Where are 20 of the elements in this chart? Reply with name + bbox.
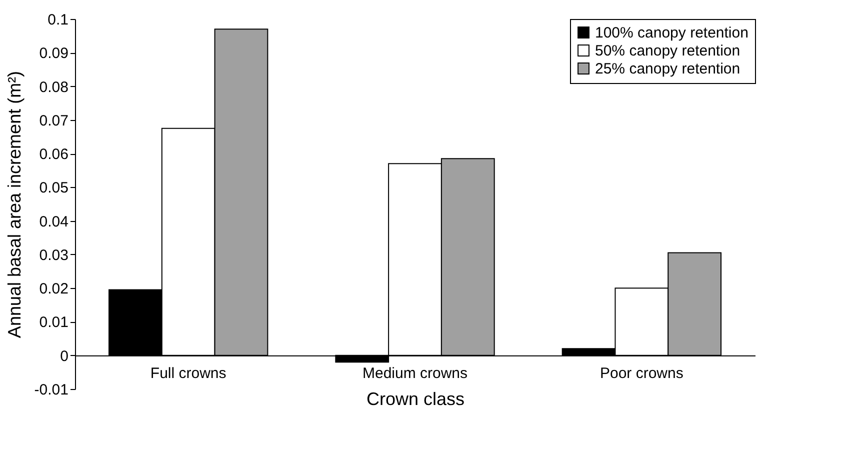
y-tick-label: 0.07	[39, 112, 68, 130]
x-axis-title: Crown class	[366, 388, 465, 409]
y-tick-label: 0.05	[39, 180, 68, 197]
y-tick-label: 0.06	[39, 146, 68, 164]
x-tick-label: Medium crowns	[362, 364, 468, 382]
y-tick-label: 0.08	[39, 78, 68, 96]
y-tick-label: 0.01	[39, 314, 68, 332]
x-tick-label: Poor crowns	[600, 364, 684, 382]
legend-label: 25% canopy retention	[595, 60, 740, 78]
y-tick-label: 0.1	[48, 12, 68, 28]
y-tick-label: 0	[60, 348, 68, 365]
y-axis-title: Annual basal area increment (m²)	[4, 70, 24, 338]
y-tick-label: 0.09	[39, 45, 68, 62]
x-tick-label: Full crowns	[150, 364, 226, 382]
y-tick-label: 0.02	[39, 280, 68, 298]
y-tick-label: 0.04	[39, 213, 68, 230]
legend-label: 50% canopy retention	[595, 42, 740, 60]
y-tick-label: -0.01	[34, 382, 68, 398]
legend-label: 100% canopy retention	[595, 24, 748, 42]
y-tick-label: 0.03	[39, 246, 68, 264]
